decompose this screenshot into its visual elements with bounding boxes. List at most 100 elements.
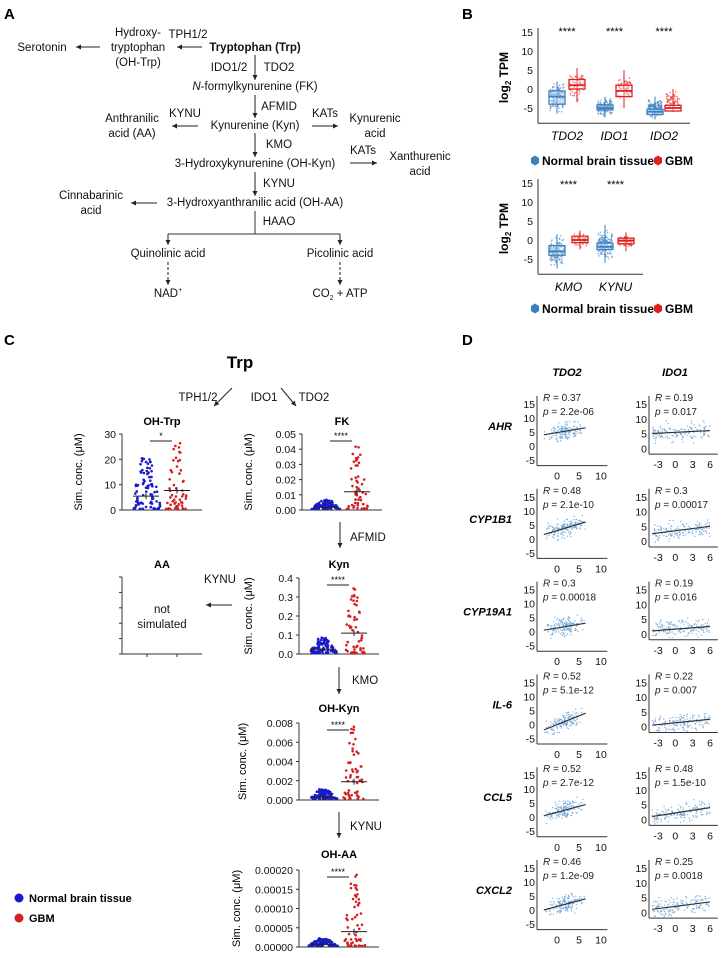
data-point	[610, 112, 613, 114]
x-tick-label: 6	[707, 552, 713, 564]
data-point	[356, 475, 360, 478]
data-point	[571, 528, 573, 530]
data-point	[708, 532, 711, 534]
data-point	[700, 811, 702, 813]
data-point	[695, 718, 698, 720]
data-point	[674, 624, 676, 626]
data-point	[569, 532, 572, 534]
x-tick-label: 3	[690, 830, 696, 842]
data-point	[652, 722, 655, 724]
data-point	[561, 239, 563, 242]
data-point	[548, 812, 550, 814]
data-point	[699, 432, 702, 434]
data-point	[705, 523, 707, 525]
data-point	[655, 439, 657, 441]
data-point	[559, 720, 561, 722]
x-tick-label: 3	[690, 923, 696, 935]
data-point	[660, 818, 662, 820]
data-point	[671, 720, 674, 722]
data-point	[667, 821, 669, 823]
data-point	[579, 520, 581, 522]
data-point	[682, 807, 684, 809]
data-point	[658, 727, 661, 730]
data-point	[567, 897, 570, 900]
data-point	[678, 716, 680, 719]
data-point	[661, 435, 663, 438]
data-point	[567, 618, 569, 620]
data-point	[605, 255, 607, 257]
data-point	[630, 241, 632, 244]
data-point	[138, 507, 142, 511]
row-label: CYP19A1	[463, 607, 512, 619]
data-point	[667, 809, 669, 811]
data-point	[558, 907, 561, 909]
data-point	[690, 899, 693, 902]
data-point	[565, 634, 567, 637]
node-kynurenic-2: acid	[364, 128, 385, 140]
data-point	[662, 630, 665, 633]
p-value: p = 2.2e-06	[542, 407, 594, 418]
data-point	[676, 102, 679, 105]
data-point	[689, 724, 692, 727]
data-point	[349, 774, 352, 777]
data-point	[571, 904, 574, 907]
data-point	[573, 233, 576, 235]
data-point	[682, 728, 685, 730]
data-point	[654, 442, 657, 444]
data-point	[680, 428, 682, 430]
data-point	[557, 440, 559, 443]
data-point	[576, 718, 578, 721]
data-point	[570, 535, 572, 538]
x-tick-label: 3	[690, 552, 696, 564]
y-tick-label: 15	[523, 585, 535, 597]
data-point	[345, 913, 349, 917]
data-point	[656, 623, 658, 626]
y-tick-label: -5	[526, 733, 535, 745]
data-point	[552, 92, 555, 94]
data-point	[568, 720, 571, 722]
data-point	[362, 650, 365, 654]
data-point	[557, 628, 559, 630]
y-tick-label: 30	[104, 429, 116, 441]
data-point	[667, 529, 669, 531]
data-point	[545, 822, 548, 825]
data-point	[680, 716, 683, 718]
data-point	[659, 109, 661, 112]
data-point	[676, 534, 679, 537]
data-point	[654, 718, 657, 720]
data-point	[356, 923, 359, 927]
data-point	[701, 437, 703, 439]
data-point	[601, 238, 603, 241]
data-point	[357, 927, 361, 931]
data-point	[657, 539, 660, 541]
data-point	[679, 631, 681, 633]
data-point	[676, 528, 678, 530]
data-point	[602, 234, 605, 237]
data-point	[689, 624, 691, 626]
y-axis-label: Sim. conc. (μM)	[243, 577, 255, 654]
data-point	[353, 893, 357, 897]
data-point	[323, 938, 327, 941]
data-point	[673, 533, 676, 535]
data-point	[570, 892, 573, 895]
data-point	[671, 911, 674, 913]
data-point	[667, 909, 669, 911]
data-point	[547, 630, 550, 633]
data-point	[676, 808, 679, 810]
data-point	[569, 420, 571, 423]
data-point	[658, 903, 660, 905]
data-point	[569, 522, 572, 524]
y-tick-label: 0.00015	[255, 884, 293, 896]
data-point	[669, 901, 671, 904]
data-point	[708, 631, 711, 634]
data-point	[543, 431, 546, 433]
p-value: p = 5.1e-12	[542, 685, 594, 696]
data-point	[549, 99, 552, 102]
data-point	[150, 469, 153, 473]
data-point	[665, 627, 667, 630]
data-point	[673, 94, 676, 96]
data-point	[354, 900, 358, 904]
data-point	[318, 797, 322, 800]
data-point	[325, 646, 329, 649]
data-point	[349, 944, 353, 948]
